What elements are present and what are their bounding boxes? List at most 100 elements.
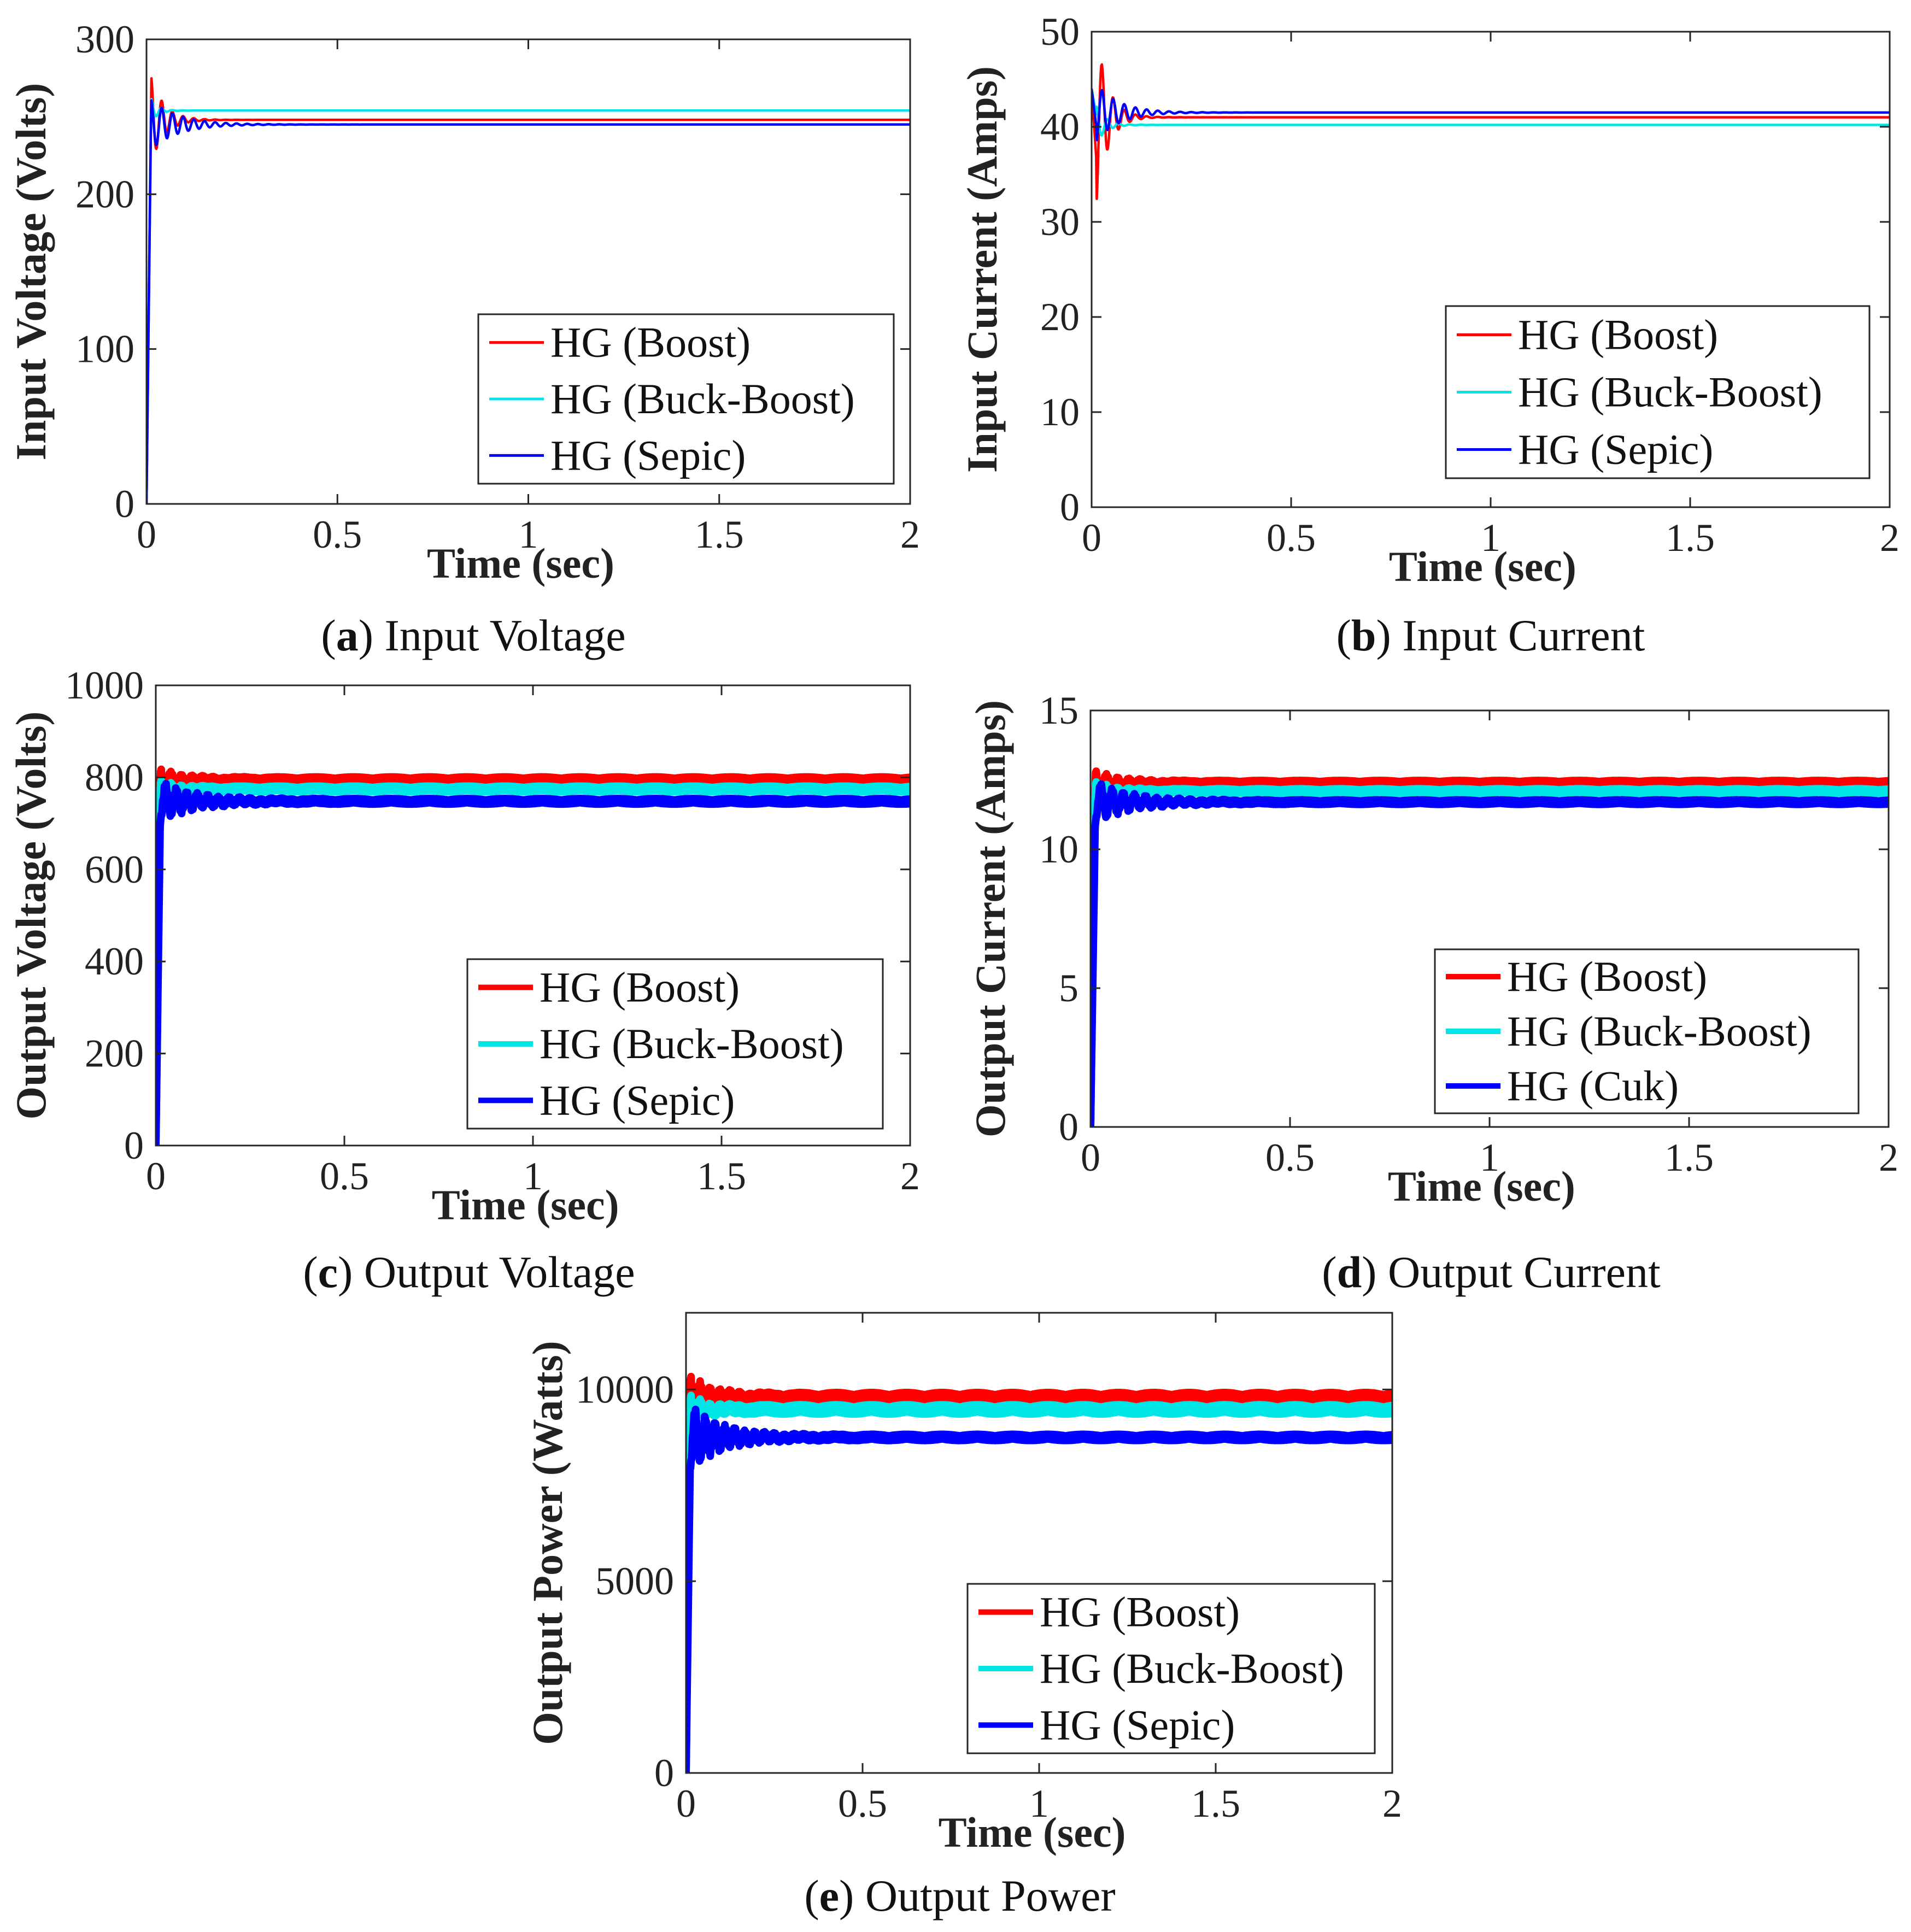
series-line-hg-buck-boost- — [146, 97, 910, 504]
legend-entry-label: HG (Buck-Boost) — [1518, 368, 1822, 416]
y-tick-label: 50 — [1040, 10, 1080, 54]
y-tick-label: 5000 — [595, 1559, 674, 1603]
x-axis-label: Time (sec) — [427, 539, 614, 587]
y-axis-label: Input Voltage (Volts) — [7, 83, 55, 461]
legend-entry-label: HG (Sepic) — [550, 431, 746, 479]
series-line-hg-boost- — [686, 1372, 1392, 1773]
x-tick-label: 1 — [519, 513, 538, 556]
legend-box — [966, 1583, 1376, 1754]
x-tick-label: 2 — [1880, 516, 1900, 560]
y-axis-label: Output Voltage (Volts) — [7, 712, 55, 1120]
legend-box — [466, 958, 884, 1130]
y-tick-label: 1000 — [65, 663, 144, 707]
legend-entry-label: HG (Boost) — [1507, 953, 1707, 1000]
legend-entry-label: HG (Sepic) — [1040, 1701, 1235, 1748]
x-tick-label: 1.5 — [1191, 1782, 1240, 1825]
x-tick-label: 0.5 — [838, 1782, 887, 1825]
legend-entry-label: HG (Buck-Boost) — [1040, 1645, 1344, 1692]
legend-entry-label: HG (Cuk) — [1507, 1062, 1679, 1109]
x-tick-label: 2 — [1382, 1782, 1402, 1825]
x-tick-label: 1.5 — [695, 513, 744, 556]
x-tick-label: 0.5 — [1265, 1136, 1315, 1179]
x-tick-label: 2 — [1879, 1136, 1898, 1179]
series-line-hg-buck-boost- — [686, 1391, 1392, 1773]
legend-entry-label: HG (Boost) — [1518, 311, 1718, 359]
caption-letter: b — [1351, 610, 1376, 660]
panel-caption: (b) Input Current — [1336, 610, 1645, 660]
x-tick-label: 1 — [1481, 516, 1500, 560]
x-tick-label: 1 — [1480, 1136, 1499, 1179]
legend: HG (Boost) HG (Buck-Boost) HG (Sepic) — [466, 958, 884, 1130]
caption-letter: e — [819, 1871, 839, 1921]
x-tick-label: 0 — [137, 513, 156, 556]
series-line-hg-sepic- — [686, 1405, 1392, 1773]
panel-caption: (a) Input Voltage — [321, 610, 625, 660]
legend: HG (Boost) HG (Buck-Boost) HG (Cuk) — [1434, 948, 1860, 1114]
legend-entry-label: HG (Buck-Boost) — [1507, 1007, 1812, 1055]
series-group — [156, 765, 910, 1146]
x-tick-label: 2 — [900, 513, 920, 556]
series-line-hg-boost- — [156, 765, 910, 1146]
y-tick-label: 30 — [1040, 200, 1080, 244]
y-tick-label: 300 — [75, 17, 134, 61]
y-tick-label: 800 — [85, 755, 144, 799]
y-tick-label: 40 — [1040, 105, 1080, 149]
chart-panel-d: 0 0.5 1 1.5 2 0 5 10 15 Time (sec) Output Current … — [966, 689, 1898, 1297]
y-tick-label: 200 — [85, 1032, 144, 1076]
legend-entry-label: HG (Sepic) — [540, 1076, 735, 1124]
x-tick-label: 2 — [900, 1154, 920, 1198]
series-line-hg-sepic- — [156, 779, 910, 1146]
series-line-hg-boost- — [1091, 767, 1889, 1127]
series-line-hg-buck-boost- — [156, 777, 910, 1146]
x-axis-label: Time (sec) — [1388, 1162, 1575, 1210]
caption-letter: c — [318, 1247, 338, 1297]
x-tick-label: 0.5 — [320, 1154, 369, 1198]
panel-caption: (d) Output Current — [1322, 1247, 1661, 1297]
y-axis-label: Output Current (Amps) — [966, 700, 1014, 1137]
y-tick-label: 10 — [1039, 827, 1078, 871]
legend: HG (Boost) HG (Buck-Boost) HG (Sepic) — [1445, 305, 1871, 479]
x-tick-label: 1.5 — [697, 1154, 746, 1198]
y-tick-label: 600 — [85, 848, 144, 891]
legend-entry-label: HG (Sepic) — [1518, 426, 1713, 473]
legend-entry-label: HG (Boost) — [550, 319, 751, 366]
chart-panel-e: 0 0.5 1 1.5 2 0 5000 10000 Time (sec) Output Powe… — [524, 1312, 1402, 1921]
x-tick-label: 1 — [1029, 1782, 1049, 1825]
series-group — [1092, 63, 1890, 201]
x-tick-label: 1.5 — [1664, 1136, 1714, 1179]
y-tick-label: 10 — [1040, 390, 1080, 434]
y-tick-label: 15 — [1039, 689, 1078, 732]
y-tick-label: 10000 — [576, 1367, 674, 1411]
y-axis-label: Output Power (Watts) — [524, 1341, 571, 1745]
series-group — [146, 77, 910, 504]
x-tick-label: 0 — [676, 1782, 696, 1825]
x-axis-label: Time (sec) — [939, 1808, 1126, 1856]
chart-panel-a: 0 0.5 1 1.5 2 0 100 200 300 Time (sec) Input Volta… — [7, 17, 920, 660]
x-tick-label: 0 — [1081, 1136, 1100, 1179]
legend-box — [1434, 948, 1860, 1114]
legend-box — [1445, 305, 1871, 479]
series-line-hg-sepic- — [146, 99, 910, 504]
legend-entry-label: HG (Buck-Boost) — [540, 1020, 844, 1067]
y-tick-label: 5 — [1059, 966, 1078, 1010]
y-tick-label: 400 — [85, 939, 144, 983]
legend: HG (Boost) HG (Buck-Boost) HG (Sepic) — [477, 313, 895, 485]
caption-letter: a — [336, 610, 359, 660]
panel-caption: (e) Output Power — [804, 1871, 1115, 1921]
x-tick-label: 0.5 — [1267, 516, 1316, 560]
series-line-hg-boost- — [1092, 63, 1890, 201]
panel-caption: (c) Output Voltage — [303, 1247, 635, 1297]
series-line-hg-sepic- — [1092, 89, 1890, 142]
chart-panel-c: 0 0.5 1 1.5 2 0 200 400 600 800 1000 Time (sec) Outp… — [7, 663, 920, 1297]
series-line-hg-buck-boost- — [1091, 778, 1889, 1127]
y-tick-label: 0 — [1059, 1105, 1078, 1149]
y-tick-label: 0 — [124, 1124, 144, 1167]
y-tick-label: 0 — [1060, 485, 1080, 529]
legend: HG (Boost) HG (Buck-Boost) HG (Sepic) — [966, 1583, 1376, 1754]
x-axis-label: Time (sec) — [432, 1181, 619, 1229]
legend-box — [477, 313, 895, 485]
series-line-hg-boost- — [146, 77, 910, 504]
series-line-hg-cuk- — [1091, 780, 1889, 1127]
